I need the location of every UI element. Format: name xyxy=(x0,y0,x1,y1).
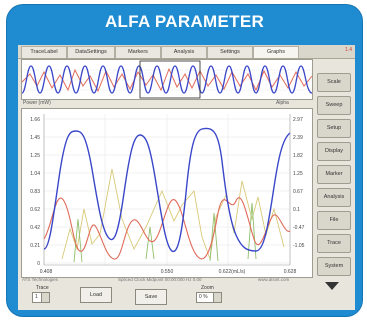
right-tick: -1.05 xyxy=(293,243,305,249)
left-tick: 1.66 xyxy=(30,117,40,123)
sidebar-button-analysis[interactable]: Analysis xyxy=(317,188,351,207)
blue-trace xyxy=(43,127,291,253)
overview-grid xyxy=(22,69,312,91)
x-tick-labels: 0.408 0.550 0.622(mL/s) 0.628 xyxy=(40,269,297,275)
sidebar-button-trace[interactable]: Trace xyxy=(317,234,351,253)
left-tick: 0.21 xyxy=(30,243,40,249)
tab-tracelabel[interactable]: TraceLabel xyxy=(21,46,67,58)
tab-settings[interactable]: Settings xyxy=(207,46,253,58)
scroll-down-arrow-icon[interactable] xyxy=(325,282,339,290)
x-tick: 0.550 xyxy=(161,269,174,275)
chevron-down-icon xyxy=(213,293,221,302)
yellow-trace xyxy=(61,168,285,260)
trace-label: Trace xyxy=(36,285,49,291)
x-tick: 0.408 xyxy=(40,269,53,275)
overview-selection-window[interactable] xyxy=(139,60,201,99)
card-title: ALFA PARAMETER xyxy=(104,12,265,31)
left-tick: 1.04 xyxy=(30,171,40,177)
left-tick: 1.45 xyxy=(30,135,40,141)
save-button[interactable]: Save xyxy=(135,289,167,305)
footer-status: Spliced Clock Midpoint 00:00:000 Hz 0.00 xyxy=(118,277,202,282)
zoom-select[interactable]: 0 % xyxy=(196,292,222,303)
overview-blue-trace xyxy=(22,65,312,94)
sidebar-button-marker[interactable]: Marker xyxy=(317,165,351,184)
app-window: TraceLabel DataSettings Markers Analysis… xyxy=(18,45,355,310)
tab-analysis[interactable]: Analysis xyxy=(161,46,207,58)
chevron-down-icon xyxy=(41,293,49,302)
right-tick: 1.82 xyxy=(293,153,303,159)
green-trace xyxy=(73,202,257,263)
left-axis-title: Power (mW) xyxy=(23,100,51,106)
left-tick: 0.42 xyxy=(30,225,40,231)
right-tick: 0.1 xyxy=(293,207,300,213)
sidebar-button-sweep[interactable]: Sweep xyxy=(317,96,351,115)
tab-graphs[interactable]: Graphs xyxy=(253,46,299,58)
footer-company: ATS Technologies xyxy=(22,277,58,282)
red-trace xyxy=(43,197,291,260)
tab-datasettings[interactable]: DataSettings xyxy=(67,46,115,58)
left-tick: 1.25 xyxy=(30,153,40,159)
right-sidebar: Scale Sweep Setup Display Marker Analysi… xyxy=(315,59,355,304)
sidebar-button-system[interactable]: System xyxy=(317,257,351,276)
right-tick: 0.67 xyxy=(293,189,303,195)
right-tick: 1.25 xyxy=(293,171,303,177)
sidebar-button-file[interactable]: File xyxy=(317,211,351,230)
footer-website: www.atsint.com xyxy=(258,277,290,282)
tab-bar: TraceLabel DataSettings Markers Analysis… xyxy=(18,45,355,59)
left-tick-labels: 1.66 1.45 1.25 1.04 0.83 0.62 0.42 0.21 … xyxy=(30,117,40,267)
left-tick: 0 xyxy=(37,261,40,267)
bottom-toolbar: ATS Technologies Spliced Clock Midpoint … xyxy=(18,277,315,310)
overview-strip[interactable] xyxy=(21,59,313,100)
right-tick: -0.47 xyxy=(293,225,305,231)
right-tick: 2.97 xyxy=(293,117,303,123)
zoom-select-value: 0 % xyxy=(199,294,208,300)
main-plot[interactable]: 1.66 1.45 1.25 1.04 0.83 0.62 0.42 0.21 … xyxy=(21,108,313,278)
trace-select-value: 1 xyxy=(35,294,38,300)
left-tick: 0.62 xyxy=(30,207,40,213)
card-frame: ALFA PARAMETER TraceLabel DataSettings M… xyxy=(7,5,362,316)
sidebar-button-scale[interactable]: Scale xyxy=(317,73,351,92)
overview-red-trace xyxy=(22,67,312,93)
x-tick: 0.622(mL/s) xyxy=(219,269,246,275)
sidebar-button-setup[interactable]: Setup xyxy=(317,119,351,138)
zoom-label: Zoom xyxy=(201,285,214,291)
load-button[interactable]: Load xyxy=(80,287,112,303)
left-tick: 0.83 xyxy=(30,189,40,195)
right-axis-title: Alpha xyxy=(276,100,289,106)
corner-label: 1.4 xyxy=(345,47,352,53)
tab-markers[interactable]: Markers xyxy=(115,46,161,58)
x-tick: 0.628 xyxy=(284,269,297,275)
right-tick: 2.39 xyxy=(293,135,303,141)
right-tick-labels: 2.97 2.39 1.82 1.25 0.67 0.1 -0.47 -1.05 xyxy=(293,117,305,249)
trace-select[interactable]: 1 xyxy=(32,292,50,303)
sidebar-button-display[interactable]: Display xyxy=(317,142,351,161)
